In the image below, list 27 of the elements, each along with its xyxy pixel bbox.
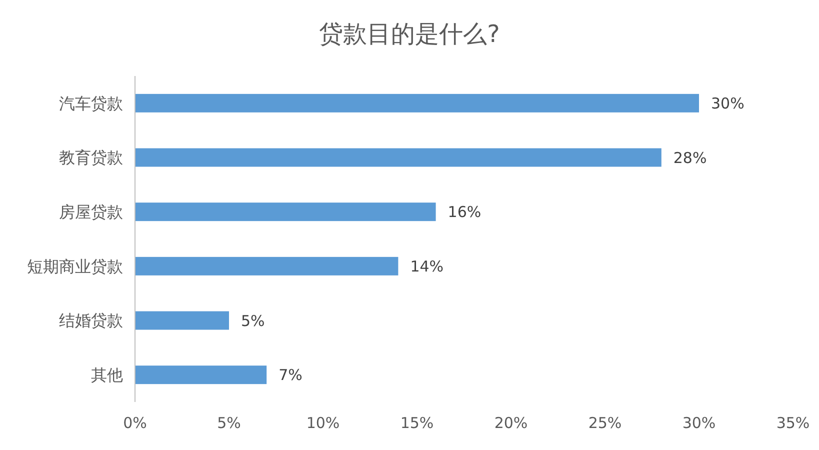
data-label: 16% xyxy=(448,203,482,222)
bar xyxy=(135,311,229,330)
data-label: 28% xyxy=(673,148,707,167)
data-label: 14% xyxy=(410,257,444,276)
x-tick-label: 15% xyxy=(400,414,434,432)
y-tick-label: 房屋贷款 xyxy=(59,202,123,222)
bar xyxy=(135,148,662,167)
bar xyxy=(135,256,398,276)
x-tick-label: 35% xyxy=(776,414,810,432)
y-tick-label: 短期商业贷款 xyxy=(27,256,123,276)
y-tick-label: 汽车贷款 xyxy=(59,94,123,113)
x-tick-label: 30% xyxy=(682,414,716,432)
data-label: 7% xyxy=(278,366,302,384)
x-tick-label: 25% xyxy=(588,414,622,432)
data-label: 5% xyxy=(241,312,265,330)
x-tick-label: 5% xyxy=(217,414,241,432)
bar xyxy=(135,202,436,222)
y-tick-label: 其他 xyxy=(91,365,123,384)
bar xyxy=(135,366,267,384)
x-tick-label: 20% xyxy=(494,414,528,432)
bar xyxy=(135,94,699,112)
y-tick-label: 结婚贷款 xyxy=(59,311,123,330)
chart-title: 贷款目的是什么? xyxy=(319,20,500,48)
y-tick-label: 教育贷款 xyxy=(59,148,123,168)
data-label: 30% xyxy=(711,94,744,112)
x-tick-label: 0% xyxy=(123,414,147,432)
x-tick-label: 10% xyxy=(306,414,340,432)
